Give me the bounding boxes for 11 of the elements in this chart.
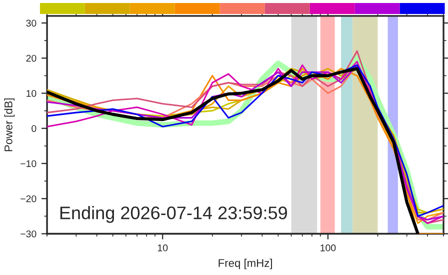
y-tick-label: −30	[20, 230, 36, 238]
annotation: Ending 2026-07-14 23:59:59	[60, 206, 287, 223]
y-tick-label: 30	[26, 20, 36, 27]
y-tick-label: −10	[20, 160, 36, 168]
x-axis-title: Freq [mHz]	[218, 258, 272, 270]
y-tick-label: 10	[26, 90, 36, 97]
y-tick-label: 20	[26, 54, 36, 62]
x-tick-label: 100	[320, 244, 336, 252]
y-tick-label: −20	[20, 195, 36, 202]
y-tick-label: 0	[32, 125, 36, 132]
y-axis-title: Power [dB]	[4, 98, 15, 152]
